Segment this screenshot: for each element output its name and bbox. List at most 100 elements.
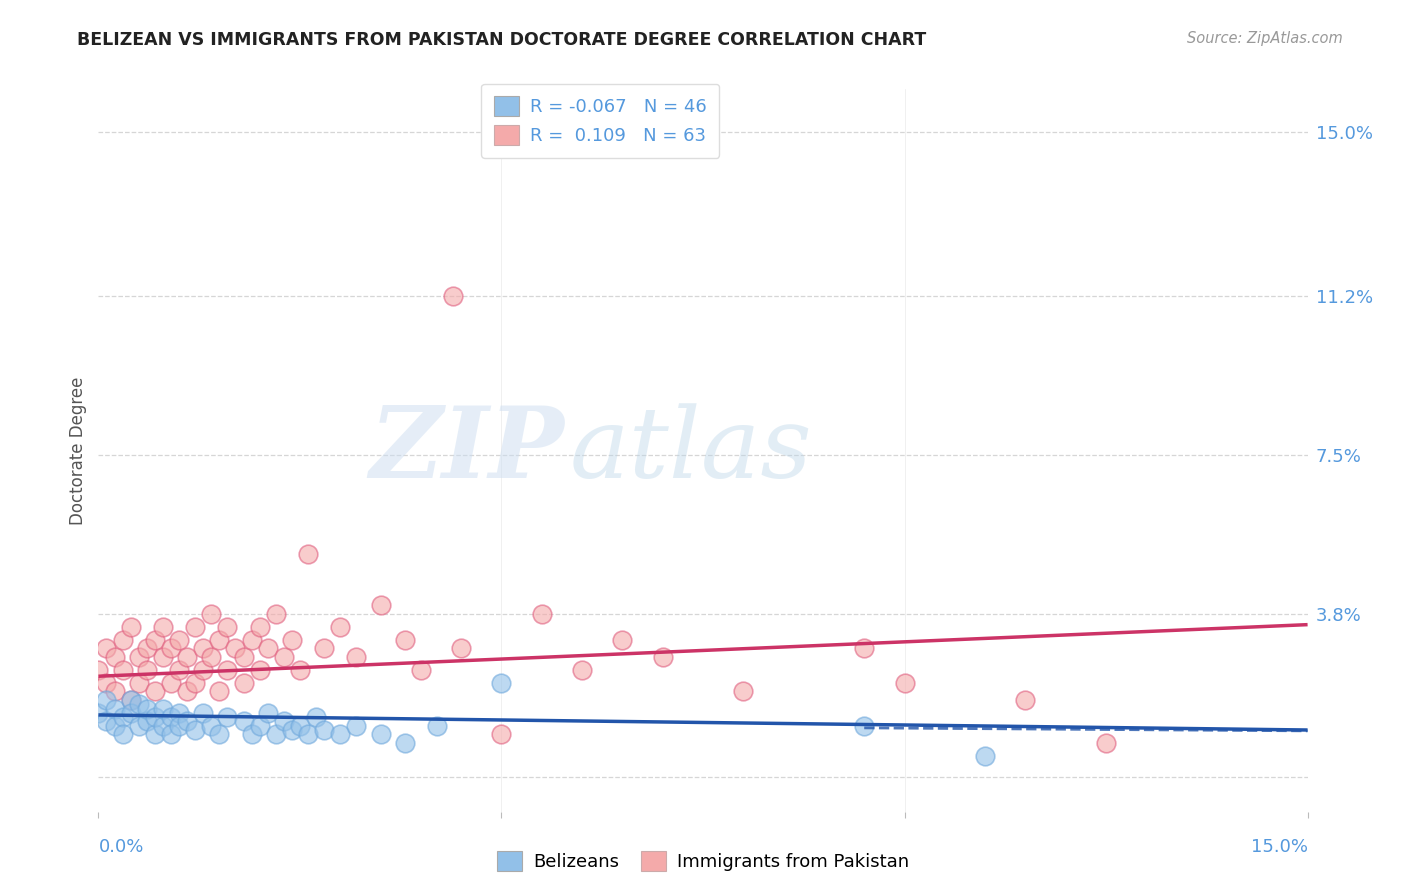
Point bbox=[370, 727, 392, 741]
Point bbox=[232, 649, 254, 664]
Point bbox=[128, 649, 150, 664]
Legend: Belizeans, Immigrants from Pakistan: Belizeans, Immigrants from Pakistan bbox=[489, 844, 917, 879]
Point bbox=[87, 706, 110, 720]
Point bbox=[160, 641, 183, 656]
Point bbox=[103, 649, 125, 664]
Point bbox=[329, 620, 352, 634]
Text: BELIZEAN VS IMMIGRANTS FROM PAKISTAN DOCTORATE DEGREE CORRELATION CHART: BELIZEAN VS IMMIGRANTS FROM PAKISTAN DOC… bbox=[77, 31, 927, 49]
Y-axis label: Doctorate Degree: Doctorate Degree bbox=[69, 376, 87, 524]
Point bbox=[651, 649, 673, 664]
Point bbox=[111, 632, 134, 647]
Point bbox=[103, 684, 125, 698]
Point bbox=[974, 748, 997, 763]
Point bbox=[344, 719, 367, 733]
Point bbox=[111, 727, 134, 741]
Point bbox=[394, 632, 416, 647]
Point bbox=[297, 547, 319, 561]
Point bbox=[853, 641, 876, 656]
Point bbox=[167, 632, 190, 647]
Point bbox=[249, 620, 271, 634]
Point bbox=[152, 701, 174, 715]
Point bbox=[135, 714, 157, 729]
Text: 15.0%: 15.0% bbox=[1250, 838, 1308, 855]
Point bbox=[152, 649, 174, 664]
Point bbox=[256, 706, 278, 720]
Point bbox=[240, 727, 263, 741]
Legend: R = -0.067   N = 46, R =  0.109   N = 63: R = -0.067 N = 46, R = 0.109 N = 63 bbox=[481, 84, 720, 158]
Point bbox=[200, 607, 222, 621]
Point bbox=[249, 663, 271, 677]
Point bbox=[264, 607, 287, 621]
Point bbox=[314, 641, 336, 656]
Point bbox=[450, 641, 472, 656]
Point bbox=[176, 684, 198, 698]
Point bbox=[273, 649, 295, 664]
Point bbox=[240, 632, 263, 647]
Point bbox=[128, 697, 150, 711]
Point bbox=[853, 719, 876, 733]
Point bbox=[120, 706, 142, 720]
Point bbox=[120, 693, 142, 707]
Point bbox=[394, 736, 416, 750]
Point bbox=[96, 641, 118, 656]
Point bbox=[103, 701, 125, 715]
Point bbox=[441, 288, 464, 302]
Point bbox=[96, 693, 118, 707]
Point bbox=[1095, 736, 1118, 750]
Point bbox=[491, 727, 513, 741]
Point bbox=[288, 719, 311, 733]
Point bbox=[612, 632, 634, 647]
Point bbox=[217, 663, 239, 677]
Point bbox=[184, 620, 207, 634]
Point bbox=[893, 675, 915, 690]
Point bbox=[370, 599, 392, 613]
Point bbox=[87, 663, 110, 677]
Point bbox=[143, 684, 166, 698]
Point bbox=[160, 675, 183, 690]
Point bbox=[128, 675, 150, 690]
Point bbox=[297, 727, 319, 741]
Point bbox=[571, 663, 593, 677]
Point bbox=[135, 663, 157, 677]
Point bbox=[208, 727, 231, 741]
Point bbox=[264, 727, 287, 741]
Point bbox=[135, 701, 157, 715]
Point bbox=[160, 727, 183, 741]
Point bbox=[167, 706, 190, 720]
Point bbox=[256, 641, 278, 656]
Point bbox=[96, 714, 118, 729]
Point bbox=[120, 620, 142, 634]
Point bbox=[193, 706, 215, 720]
Text: Source: ZipAtlas.com: Source: ZipAtlas.com bbox=[1187, 31, 1343, 46]
Point bbox=[232, 714, 254, 729]
Point bbox=[167, 663, 190, 677]
Point bbox=[305, 710, 328, 724]
Point bbox=[135, 641, 157, 656]
Point bbox=[96, 675, 118, 690]
Point bbox=[208, 684, 231, 698]
Point bbox=[273, 714, 295, 729]
Point bbox=[200, 649, 222, 664]
Point bbox=[111, 663, 134, 677]
Point bbox=[176, 714, 198, 729]
Point bbox=[103, 719, 125, 733]
Text: 0.0%: 0.0% bbox=[98, 838, 143, 855]
Point bbox=[120, 693, 142, 707]
Point bbox=[344, 649, 367, 664]
Point bbox=[314, 723, 336, 737]
Point bbox=[217, 710, 239, 724]
Point bbox=[426, 719, 449, 733]
Point bbox=[193, 641, 215, 656]
Point bbox=[160, 710, 183, 724]
Point bbox=[193, 663, 215, 677]
Point bbox=[1014, 693, 1036, 707]
Point bbox=[281, 632, 304, 647]
Point bbox=[152, 620, 174, 634]
Point bbox=[128, 719, 150, 733]
Point bbox=[249, 719, 271, 733]
Point bbox=[152, 719, 174, 733]
Point bbox=[530, 607, 553, 621]
Point bbox=[143, 710, 166, 724]
Point bbox=[409, 663, 432, 677]
Point bbox=[143, 727, 166, 741]
